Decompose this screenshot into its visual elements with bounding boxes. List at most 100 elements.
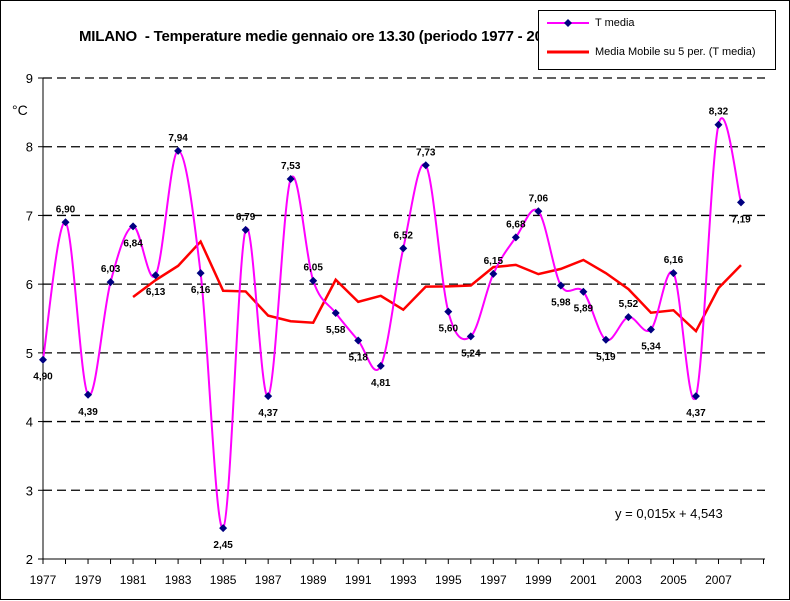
x-tick-label-1999: 1999 [525,573,552,587]
data-label-2006: 4,37 [686,408,706,419]
legend-swatch-moving-average [547,46,589,58]
legend-item-moving-average: Media Mobile su 5 per. (T media) [547,43,756,61]
x-tick-label-1995: 1995 [435,573,462,587]
data-point-2008 [737,198,745,207]
chart-title: MILANO - Temperature medie gennaio ore 1… [79,28,564,45]
data-point-1994 [421,161,430,170]
y-tick-label-2: 2 [26,552,33,567]
data-label-1991: 5,18 [348,352,368,363]
x-tick-label-2003: 2003 [615,573,642,587]
x-tick-label-1991: 1991 [345,573,372,587]
data-label-1992: 4,81 [371,378,391,389]
data-point-1988 [286,175,295,184]
legend: T media Media Mobile su 5 per. (T media) [538,10,776,70]
data-label-2004: 5,34 [641,341,661,352]
data-point-1981 [129,222,138,231]
legend-swatch-t-media [547,17,589,29]
data-label-2008: 7,19 [731,214,751,225]
data-point-2005 [669,269,678,278]
y-tick-label-3: 3 [26,483,33,498]
data-point-1993 [399,244,408,253]
data-label-2003: 5,52 [619,299,639,310]
data-point-1991 [354,336,363,345]
x-tick-label-2001: 2001 [570,573,597,587]
data-point-1998 [511,233,520,242]
moving-average-line [132,239,742,334]
data-point-2006 [691,392,700,401]
data-label-1994: 7,73 [416,147,436,158]
data-label-1990: 5,58 [326,325,346,336]
t-media-markers [39,120,745,533]
x-tick-label-1981: 1981 [120,573,147,587]
x-tick-label-1985: 1985 [210,573,237,587]
data-point-1996 [466,332,475,341]
data-point-1985 [219,524,228,533]
data-label-1980: 6,03 [101,264,121,275]
x-tick-label-1987: 1987 [255,573,282,587]
data-label-1988: 7,53 [281,161,301,172]
data-point-2003 [624,313,633,322]
y-tick-label-7: 7 [26,208,33,223]
data-point-2004 [646,325,655,334]
data-point-1999 [534,207,543,216]
data-point-1986 [241,225,250,234]
data-label-2001: 5,89 [574,304,594,315]
data-label-1977: 4,90 [33,372,53,383]
x-tick-label-1983: 1983 [165,573,192,587]
y-tick-label-4: 4 [26,415,33,430]
data-label-2002: 5,19 [596,352,616,363]
data-point-1995 [444,307,453,316]
data-point-1983 [174,146,183,155]
data-point-2007 [714,120,723,129]
data-label-2000: 5,98 [551,298,571,309]
data-label-1987: 4,37 [258,408,278,419]
data-label-1999: 7,06 [529,193,549,204]
y-tick-label-9: 9 [26,71,33,86]
data-point-1982 [151,271,160,280]
data-label-1982: 6,13 [146,287,166,298]
data-point-1979 [84,390,93,399]
data-point-1978 [61,218,70,227]
y-tick-label-8: 8 [26,140,33,155]
gridlines [43,77,765,491]
data-label-1998: 6,68 [506,219,526,230]
data-point-2002 [601,335,610,344]
data-point-1980 [106,278,115,287]
data-label-1996: 5,24 [461,348,481,359]
data-point-1992 [376,361,385,370]
data-label-2005: 6,16 [664,255,684,266]
axes [38,77,765,564]
data-point-2001 [579,287,588,296]
data-label-1989: 6,05 [303,263,323,274]
data-point-1987 [264,392,273,401]
data-point-1990 [331,309,340,318]
data-label-1986: 6,79 [236,212,256,223]
data-label-1984: 6,16 [191,285,211,296]
legend-label-t-media: T media [595,17,635,29]
data-label-1981: 6,84 [123,238,143,249]
data-label-1978: 6,90 [56,204,76,215]
x-tick-label-1977: 1977 [30,573,57,587]
x-tick-label-1993: 1993 [390,573,417,587]
data-point-1997 [489,269,498,278]
data-point-1989 [309,276,318,285]
trendline-equation: y = 0,015x + 4,543 [615,506,723,521]
x-tick-label-1997: 1997 [480,573,507,587]
y-axis-unit: °C [12,102,28,118]
legend-label-moving-average: Media Mobile su 5 per. (T media) [595,46,756,58]
data-label-1993: 6,52 [394,230,414,241]
data-point-1977 [39,355,47,364]
data-label-1995: 5,60 [439,324,459,335]
tick-labels: 2 3 4 5 6 7 8 9 1977 1979 1981 1983 1985 1987 1989 1991… [26,71,732,587]
x-tick-label-2007: 2007 [705,573,732,587]
data-label-1997: 6,15 [484,256,504,267]
moving-average-series [132,239,742,334]
legend-item-t-media: T media [547,14,635,32]
y-tick-label-5: 5 [26,346,33,361]
x-tick-label-1989: 1989 [300,573,327,587]
data-point-1984 [196,269,205,278]
data-label-1979: 4,39 [78,407,98,418]
t-media-series [42,117,742,530]
